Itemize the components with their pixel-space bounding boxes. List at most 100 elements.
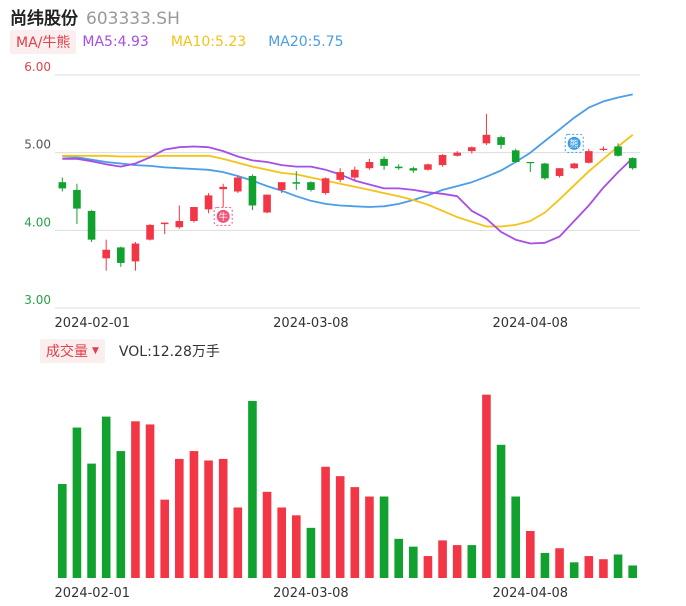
y-tick-label: 4.00 <box>24 215 51 229</box>
volume-bar <box>540 552 550 578</box>
volume-value: VOL:12.28万手 <box>118 344 220 360</box>
candle <box>351 169 359 178</box>
volume-bar <box>321 466 330 578</box>
candle <box>175 221 184 228</box>
volume-bar <box>204 460 213 578</box>
candle <box>87 210 96 240</box>
candle <box>73 189 81 209</box>
stock-name: 尚纬股份 <box>10 9 78 29</box>
volume-bar <box>365 496 374 578</box>
candle <box>204 195 213 210</box>
bull-marker-label: 牛 <box>219 211 228 223</box>
candle <box>497 137 505 145</box>
ma10-legend: MA10:5.23 <box>170 34 247 50</box>
volume-legend: 成交量 ▼ VOL:12.28万手 <box>40 339 220 363</box>
candle <box>585 151 593 163</box>
volume-bar <box>438 540 447 578</box>
volume-bar <box>599 559 608 578</box>
candle <box>307 182 315 190</box>
caret-down-icon: ▼ <box>92 346 99 356</box>
ma-toggle-button[interactable]: MA/牛熊 <box>10 30 77 54</box>
candle <box>541 163 549 179</box>
volume-bar <box>262 491 272 578</box>
candle <box>131 243 140 262</box>
candle <box>555 168 564 176</box>
x-tick-label: 2024-03-08 <box>273 316 349 331</box>
volume-bar <box>628 565 637 578</box>
volume-bar <box>87 463 96 578</box>
volume-bar <box>350 487 360 578</box>
candle <box>570 163 578 169</box>
candle <box>117 247 125 263</box>
x-tick-label: 2024-04-08 <box>493 586 569 601</box>
y-tick-label: 5.00 <box>24 138 51 152</box>
volume-bar <box>131 421 140 578</box>
candle <box>526 161 535 164</box>
volume-toggle-button[interactable]: 成交量 ▼ <box>40 339 105 363</box>
ma5-legend: MA5:4.93 <box>82 34 149 50</box>
candle <box>336 172 344 180</box>
volume-bar <box>58 483 67 578</box>
volume-bar <box>145 424 155 578</box>
candle <box>102 249 110 259</box>
volume-bar <box>233 507 243 578</box>
stock-code: 603333.SH <box>86 9 180 29</box>
candle <box>292 182 301 184</box>
volume-bar <box>452 545 462 578</box>
volume-bar <box>584 556 594 578</box>
x-tick-label: 2024-02-01 <box>55 586 131 601</box>
ma20-legend: MA20:5.75 <box>268 34 344 50</box>
candle <box>321 178 330 194</box>
stock-header: 尚纬股份 603333.SH <box>10 4 180 29</box>
volume-bar <box>496 444 506 578</box>
volume-bar <box>292 515 301 578</box>
candle <box>438 154 447 166</box>
candle <box>234 177 242 192</box>
volume-bar <box>423 556 433 578</box>
volume-bar <box>613 554 623 578</box>
volume-bar <box>218 458 228 578</box>
volume-bar <box>569 562 579 578</box>
volume-bar <box>555 548 564 578</box>
candle <box>277 182 286 190</box>
volume-bar <box>467 545 477 578</box>
ma20-line <box>62 93 633 208</box>
candle <box>263 194 271 213</box>
candle <box>409 168 418 171</box>
candle <box>628 158 637 169</box>
candle <box>160 222 169 225</box>
volume-bar <box>379 496 389 578</box>
candle <box>248 175 257 206</box>
candle <box>146 224 154 240</box>
candle <box>190 207 198 222</box>
candle <box>482 134 491 144</box>
volume-bar <box>277 507 286 578</box>
volume-bar <box>189 451 199 578</box>
ma-legend: MA/牛熊 MA5:4.93 MA10:5.23 MA20:5.75 <box>10 30 366 54</box>
volume-bar <box>526 530 535 578</box>
volume-bar <box>335 476 345 578</box>
bull-marker-icon <box>216 209 230 223</box>
volume-bar <box>72 427 82 578</box>
volume-bar <box>394 538 403 578</box>
volume-bar <box>101 416 111 578</box>
volume-bar <box>482 394 491 578</box>
candle <box>424 164 432 170</box>
volume-bar <box>409 546 418 578</box>
candle <box>380 158 388 166</box>
x-tick-label: 2024-04-08 <box>493 316 569 331</box>
bear-marker-icon <box>567 136 581 150</box>
candle <box>219 186 227 190</box>
candle <box>365 161 374 169</box>
volume-bar <box>175 458 184 578</box>
volume-bar <box>511 496 520 578</box>
volume-bar <box>160 499 169 578</box>
bear-marker-label: 熊 <box>570 138 579 150</box>
candle <box>394 166 403 169</box>
candle <box>468 147 476 152</box>
volume-bar <box>306 527 316 578</box>
volume-bar <box>116 451 126 578</box>
y-tick-label: 3.00 <box>24 293 51 307</box>
candle <box>614 146 622 156</box>
